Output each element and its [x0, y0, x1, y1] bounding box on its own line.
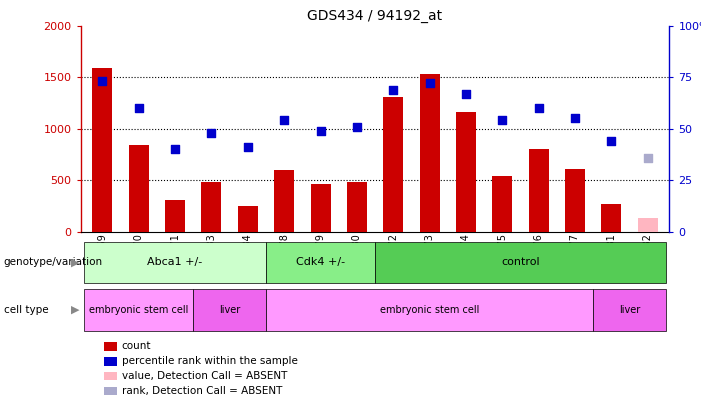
Point	[496, 117, 508, 124]
Text: liver: liver	[219, 305, 240, 315]
Point	[133, 105, 144, 111]
Point	[315, 128, 326, 134]
Point	[243, 144, 254, 150]
Bar	[601, 204, 621, 232]
Point	[642, 154, 653, 161]
Text: embryonic stem cell: embryonic stem cell	[380, 305, 479, 315]
Text: count: count	[122, 341, 151, 351]
Bar	[420, 74, 440, 232]
Text: genotype/variation: genotype/variation	[4, 257, 102, 267]
Point	[461, 91, 472, 97]
Point	[206, 129, 217, 136]
Text: ▶: ▶	[72, 305, 80, 315]
Text: percentile rank within the sample: percentile rank within the sample	[122, 356, 298, 366]
Text: ▶: ▶	[72, 257, 80, 267]
Text: liver: liver	[619, 305, 640, 315]
Bar	[193, 289, 266, 331]
Point	[170, 146, 181, 152]
Bar	[201, 182, 222, 232]
Bar	[311, 184, 330, 232]
Title: GDS434 / 94192_at: GDS434 / 94192_at	[308, 10, 442, 23]
Bar	[104, 357, 117, 366]
Bar	[529, 149, 549, 232]
Bar	[84, 289, 193, 331]
Bar	[274, 170, 294, 232]
Bar	[638, 218, 658, 232]
Point	[278, 117, 290, 124]
Text: embryonic stem cell: embryonic stem cell	[89, 305, 189, 315]
Bar	[266, 289, 593, 331]
Bar	[565, 169, 585, 232]
Bar	[593, 289, 666, 331]
Bar	[165, 200, 185, 232]
Bar	[104, 387, 117, 396]
Point	[424, 80, 435, 87]
Bar	[104, 342, 117, 350]
Text: Cdk4 +/-: Cdk4 +/-	[296, 257, 345, 267]
Point	[606, 138, 617, 144]
Bar	[104, 372, 117, 381]
Bar	[492, 176, 512, 232]
Text: cell type: cell type	[4, 305, 48, 315]
Text: control: control	[501, 257, 540, 267]
Bar	[347, 182, 367, 232]
Bar	[456, 112, 476, 232]
Point	[569, 115, 580, 122]
Bar	[383, 97, 403, 232]
Text: Abca1 +/-: Abca1 +/-	[147, 257, 203, 267]
Text: rank, Detection Call = ABSENT: rank, Detection Call = ABSENT	[122, 386, 283, 396]
Bar	[238, 206, 258, 232]
Point	[533, 105, 544, 111]
Bar	[375, 242, 666, 283]
Bar	[84, 242, 266, 283]
Point	[388, 86, 399, 93]
Bar	[93, 68, 112, 232]
Bar	[266, 242, 375, 283]
Point	[97, 78, 108, 84]
Text: value, Detection Call = ABSENT: value, Detection Call = ABSENT	[122, 371, 287, 381]
Point	[351, 124, 362, 130]
Bar	[129, 145, 149, 232]
